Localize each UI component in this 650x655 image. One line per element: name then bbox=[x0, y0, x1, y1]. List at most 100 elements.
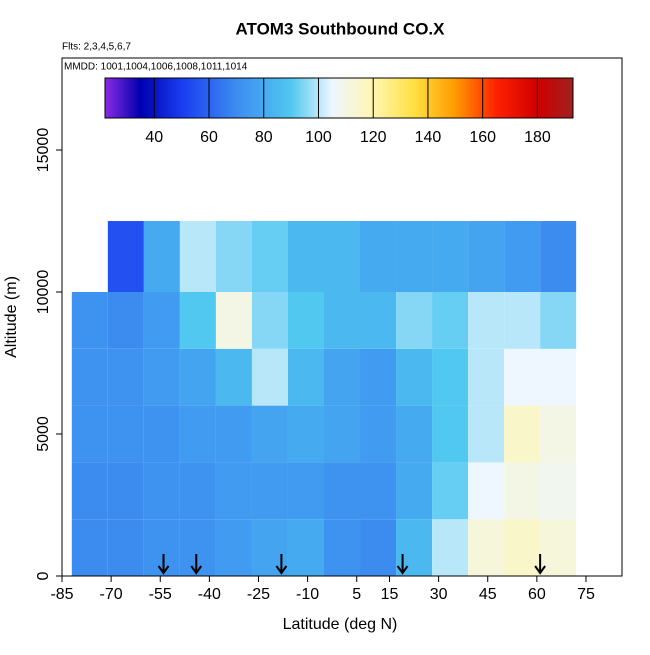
heatmap-cell bbox=[179, 292, 216, 349]
x-tick-label: 30 bbox=[430, 586, 448, 603]
colorbar-tick-label: 160 bbox=[469, 129, 496, 146]
heatmap-cell bbox=[287, 221, 324, 293]
x-tick-label: 15 bbox=[381, 586, 399, 603]
heatmap-cell bbox=[71, 405, 108, 463]
heatmap-cell bbox=[215, 462, 252, 520]
heatmap-cell bbox=[432, 519, 469, 576]
heatmap-cell bbox=[251, 221, 288, 293]
heatmap-cell bbox=[71, 348, 108, 406]
heatmap-cell bbox=[251, 462, 288, 520]
colorbar-tick-label: 140 bbox=[415, 129, 442, 146]
heatmap-cell bbox=[396, 462, 433, 520]
heatmap-cell bbox=[143, 348, 180, 406]
heatmap-cell bbox=[287, 405, 324, 463]
heatmap-cell bbox=[360, 292, 397, 349]
heatmap-cell bbox=[540, 405, 577, 463]
x-tick-label: 45 bbox=[479, 586, 497, 603]
y-axis-label: Altitude (m) bbox=[3, 276, 20, 358]
heatmap-cell bbox=[468, 519, 505, 576]
subtitle: Flts: 2,3,4,5,6,7 bbox=[62, 42, 131, 53]
heatmap-cell bbox=[396, 519, 433, 576]
heatmap-cell bbox=[287, 348, 324, 406]
plot-frame bbox=[61, 57, 623, 577]
heatmap-cell bbox=[432, 405, 469, 463]
heatmap-cell bbox=[360, 348, 397, 406]
heatmap-cell bbox=[251, 348, 288, 406]
heatmap-cell bbox=[468, 292, 505, 349]
y-tick-label: 5000 bbox=[35, 416, 52, 452]
heatmap-cell bbox=[251, 292, 288, 349]
heatmap-cell bbox=[215, 405, 252, 463]
heatmap-cell bbox=[179, 519, 216, 576]
heatmap-cell bbox=[179, 348, 216, 406]
heatmap-cell bbox=[287, 462, 324, 520]
heatmap-cell bbox=[432, 221, 469, 293]
y-tick-label: 15000 bbox=[35, 128, 52, 173]
heatmap-cell bbox=[396, 348, 433, 406]
heatmap-cell bbox=[468, 348, 505, 406]
heatmap-cell bbox=[396, 405, 433, 463]
heatmap-cell bbox=[143, 292, 180, 349]
heatmap-cell bbox=[432, 292, 469, 349]
heatmap-cell bbox=[360, 405, 397, 463]
heatmap-cell bbox=[504, 292, 541, 349]
x-tick-label: 60 bbox=[528, 586, 546, 603]
heatmap-cell bbox=[540, 292, 577, 349]
heatmap-cell bbox=[540, 519, 577, 576]
heatmap-cell bbox=[107, 462, 144, 520]
heatmap-cell bbox=[179, 462, 216, 520]
heatmap-cell bbox=[360, 221, 397, 293]
y-tick-label: 10000 bbox=[35, 270, 52, 315]
heatmap-cell bbox=[215, 519, 252, 576]
heatmap-cell bbox=[323, 221, 361, 293]
heatmap-cell bbox=[143, 405, 180, 463]
heatmap-cell bbox=[107, 348, 144, 406]
x-tick-label: -55 bbox=[149, 586, 172, 603]
heatmap-cell bbox=[287, 519, 324, 576]
x-tick-label: -40 bbox=[198, 586, 221, 603]
heatmap-cell bbox=[432, 462, 469, 520]
marker-arrow bbox=[157, 554, 170, 575]
heatmap-cell bbox=[396, 221, 433, 293]
heatmap-cell bbox=[107, 405, 144, 463]
heatmap-cell bbox=[323, 348, 361, 406]
marker-arrow bbox=[275, 554, 288, 575]
x-tick-label: 5 bbox=[352, 586, 361, 603]
heatmap-cell bbox=[504, 405, 541, 463]
heatmap-cell bbox=[360, 519, 397, 576]
heatmap-cell bbox=[251, 405, 288, 463]
heatmap-cell bbox=[323, 292, 361, 349]
heatmap-cell bbox=[360, 462, 397, 520]
heatmap-cell bbox=[504, 348, 541, 406]
heatmap-cell bbox=[179, 221, 216, 293]
heatmap-cell bbox=[179, 405, 216, 463]
heatmap-cell bbox=[71, 519, 108, 576]
colorbar-tick-label: 120 bbox=[360, 129, 387, 146]
heatmap-cell bbox=[215, 221, 252, 293]
heatmap-cell bbox=[215, 292, 252, 349]
x-tick-label: -70 bbox=[100, 586, 123, 603]
heatmap-cell bbox=[468, 462, 505, 520]
colorbar-tick-label: 40 bbox=[145, 129, 163, 146]
heatmap-cell bbox=[71, 462, 108, 520]
y-tick-label: 0 bbox=[35, 571, 52, 580]
heatmap-cell bbox=[323, 405, 361, 463]
marker-arrow bbox=[190, 554, 203, 575]
heatmap-cell bbox=[107, 292, 144, 349]
chart-title: ATOM3 Southbound CO.X bbox=[235, 19, 445, 38]
heatmap-cell bbox=[251, 519, 288, 576]
heatmap-cell bbox=[143, 462, 180, 520]
annotation: MMDD: 1001,1004,1006,1008,1011,1014 bbox=[64, 62, 248, 73]
heatmap-cell bbox=[468, 405, 505, 463]
heatmap-cell bbox=[143, 221, 180, 293]
colorbar-tick-label: 80 bbox=[255, 129, 273, 146]
heatmap-cell bbox=[323, 462, 361, 520]
heatmap-cell bbox=[540, 462, 577, 520]
heatmap-cell bbox=[504, 519, 541, 576]
x-tick-label: -10 bbox=[296, 586, 319, 603]
heatmap-cell bbox=[215, 348, 252, 406]
x-tick-label: -25 bbox=[247, 586, 270, 603]
heatmap-cell bbox=[432, 348, 469, 406]
colorbar bbox=[104, 77, 574, 119]
